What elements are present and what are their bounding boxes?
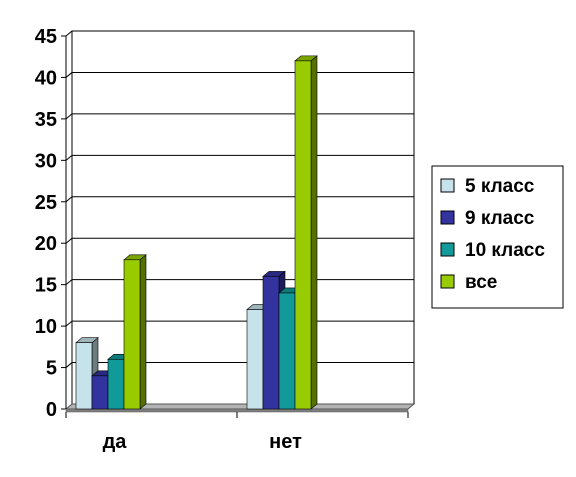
bar-front [262, 276, 280, 410]
legend-label: 9 класс [465, 208, 535, 229]
gridline-depth [65, 237, 73, 244]
gridline-depth [65, 279, 73, 286]
y-tick-label: 20 [35, 233, 57, 255]
legend-swatch [440, 178, 455, 193]
y-tick-label: 0 [46, 399, 57, 421]
y-tick-labels: 0 5 10 15 20 25 30 35 40 45 [35, 26, 57, 421]
plot-floor-edge [65, 408, 409, 413]
y-tick-label: 45 [35, 26, 57, 48]
y-tick-label: 40 [35, 67, 57, 89]
bars [75, 55, 318, 410]
gridline-depth [65, 196, 73, 203]
gridline-depth [65, 362, 73, 368]
plot-back-wall [71, 30, 415, 405]
legend-swatch [440, 210, 455, 225]
y-tick-label: 35 [35, 109, 57, 131]
y-tick-label: 15 [35, 275, 57, 297]
bar-front [294, 60, 312, 410]
y-tick-label: 30 [35, 150, 57, 172]
y-tick-label: 10 [35, 316, 57, 338]
x-category-label: нет [269, 431, 302, 453]
y-tick-label: 5 [46, 358, 57, 380]
legend-label: 5 класс [465, 176, 535, 197]
bar [294, 55, 318, 410]
legend-swatch [440, 242, 455, 257]
bar-front [123, 259, 141, 410]
axes [61, 35, 416, 418]
bar-front [107, 358, 125, 410]
legend: 5 класс 9 класс 10 класс все [431, 165, 564, 309]
legend-swatch [440, 274, 455, 289]
legend-label: все [465, 272, 497, 293]
bar-front [75, 342, 93, 410]
legend-label: 10 класс [465, 240, 545, 261]
gridline-depth [65, 154, 73, 161]
x-category-labels: да нет [103, 431, 302, 453]
gridlines [65, 30, 415, 405]
gridline-depth [65, 113, 73, 120]
y-tick-label: 25 [35, 192, 57, 214]
bar-front [278, 292, 296, 410]
gridline-depth [65, 30, 73, 37]
bar-side [310, 55, 318, 410]
bar-front [91, 375, 109, 410]
x-category-label: да [103, 431, 128, 453]
bar [123, 254, 147, 410]
bar-side [139, 254, 147, 410]
gridline-depth [65, 320, 73, 327]
bar-front [246, 309, 264, 410]
gridline-depth [65, 72, 73, 78]
